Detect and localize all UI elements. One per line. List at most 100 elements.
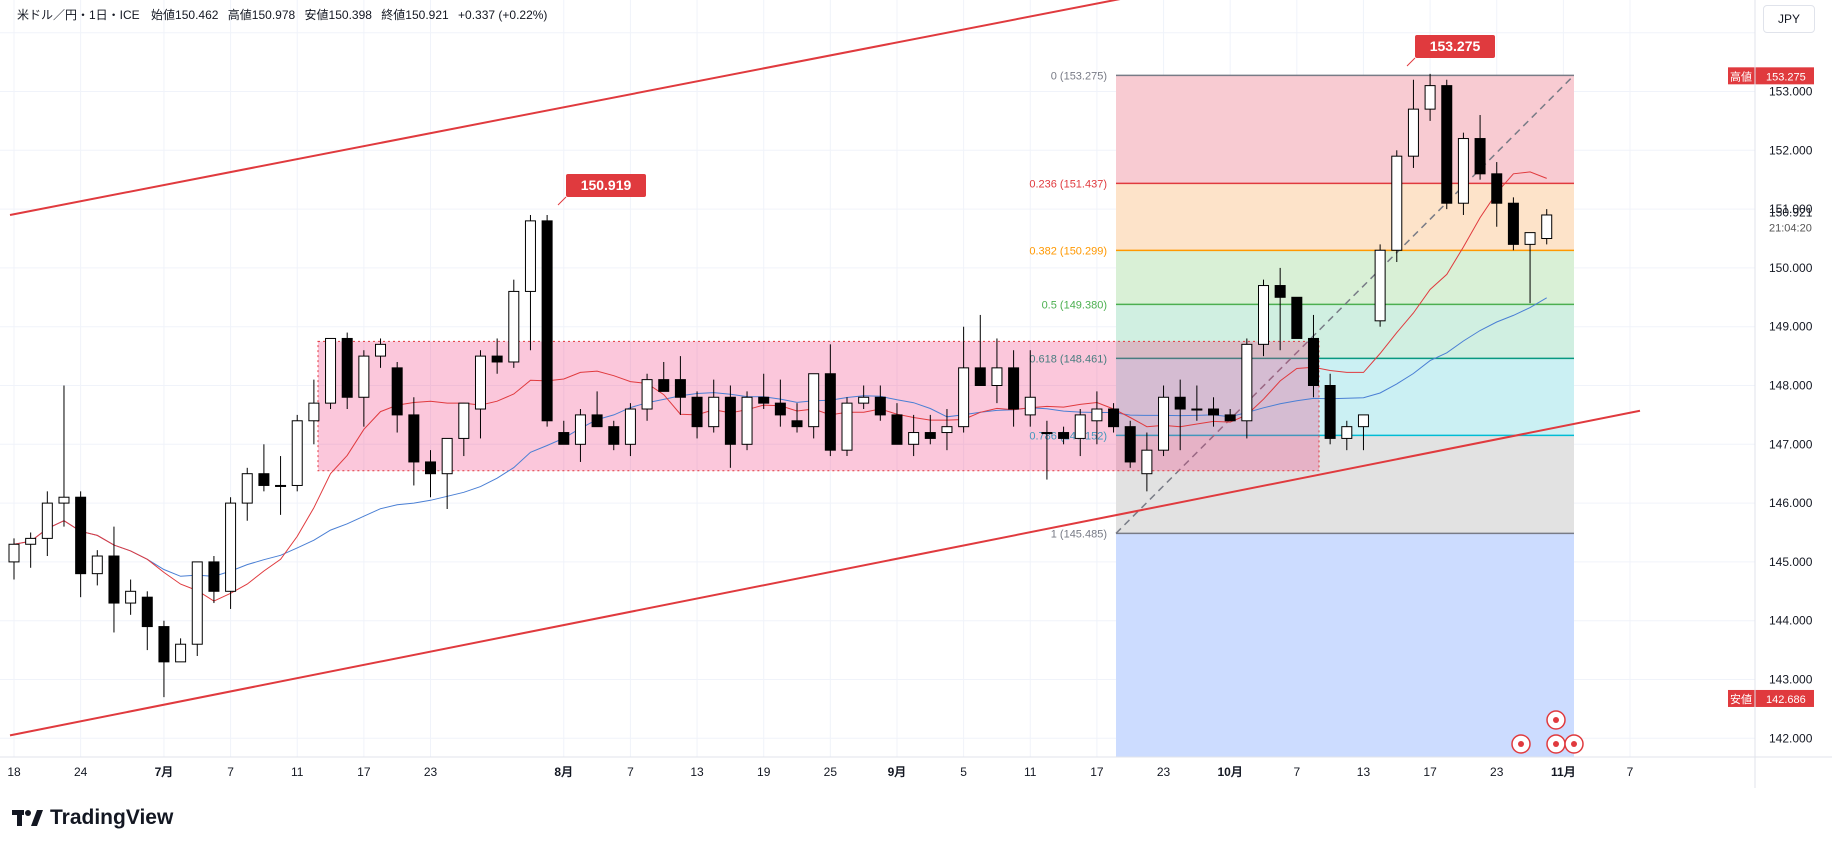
time-tick-label: 9月 [888,765,907,779]
candle-body [1357,414,1369,428]
candle-body [1008,367,1020,410]
price-tick-label: 149.000 [1769,320,1813,334]
time-axis: 18 24 7月 7 11 17 23 8月 7 13 19 25 9月 5 11 17 23 10月 7 13 17 2… [0,0,1832,788]
time-tick-label: 23 [1157,765,1171,779]
time-tick-label: 17 [1423,765,1437,779]
candle-body [724,396,736,445]
time-tick-label: 23 [424,765,438,779]
tradingview-logo[interactable]: TradingView [12,805,173,831]
candle-body [108,555,120,604]
callout-value: 153.275 [1430,38,1481,54]
time-tick-label: 7 [227,765,234,779]
channel-upper-line [9,0,1121,216]
fib-level-label: 0.618 (148.461) [1029,353,1107,365]
low-value: 150.398 [328,8,372,22]
price-tick-label: 152.000 [1769,143,1813,157]
candle-body [858,396,870,404]
fibonacci-retracement: 0 (153.275) 0.236 (151.437) 0.382 (150.299… [1029,70,1575,757]
time-tick-label: 7月 [155,765,174,779]
candle-body [791,420,803,428]
tradingview-icon [12,808,44,828]
price-tick-label: 144.000 [1769,614,1813,628]
candle-body [1474,138,1486,175]
event-dot-icon [1553,717,1559,723]
candle-body [1491,173,1503,204]
time-tick-label: 11月 [1551,765,1576,779]
candle-body [1291,296,1303,339]
fib-zone [1116,533,1574,757]
candle-body [191,561,203,645]
low-tag-value: 142.686 [1766,694,1806,706]
candle-body [41,502,53,539]
time-tick-label: 10月 [1218,765,1243,779]
time-tick-label: 7 [1293,765,1300,779]
candle-body [641,379,653,410]
time-tick-label: 17 [357,765,371,779]
open-label: 始値 [151,8,176,22]
symbol-info-bar: 米ドル／円・1日・ICE 始値150.462 高値150.978 安値150.3… [17,6,547,23]
event-dot-icon [1518,741,1524,747]
time-tick-label: 24 [74,765,88,779]
candle-body [1091,408,1103,422]
candle-body [275,484,287,487]
candle-body [75,496,87,575]
time-tick-label: 7 [627,765,634,779]
candle-body [1457,138,1469,204]
candle-body [1407,108,1419,157]
fib-level-label: 0.382 (150.299) [1029,245,1107,257]
candle-body [924,432,936,439]
candle-body [758,396,770,404]
price-axis-bg [1755,0,1832,790]
candle-body [1058,432,1070,439]
candle-body [958,367,970,428]
symbol-title[interactable]: 米ドル／円・1日・ICE [17,8,140,22]
low-price-tag [1728,689,1814,707]
candle-body [941,426,953,434]
callout-pointer [1406,57,1416,67]
candle-body [474,355,486,410]
candle-body [1441,85,1453,204]
time-tick-label: 7 [1627,765,1634,779]
brand-name: TradingView [50,806,174,829]
price-tick-label: 142.000 [1769,731,1813,745]
candle-body [691,396,703,428]
candle-body [358,355,370,398]
low-tag-label: 安値 [1730,692,1752,706]
candle-body [1274,285,1286,298]
callout-box [566,174,646,197]
time-tick-label: 18 [7,765,21,779]
candle-body [608,426,620,445]
price-tick-label: 143.000 [1769,673,1813,687]
candle-body [741,396,753,445]
candle-body [624,408,636,445]
candle-body [291,420,303,486]
candle-body [425,461,436,475]
fib-level-label: 0.236 (151.437) [1029,178,1107,190]
fib-level-label: 0.5 (149.380) [1042,299,1107,311]
candle-body [25,537,37,545]
high-value: 150.978 [251,8,296,22]
candle-body [1124,426,1136,463]
candle-body [8,543,20,563]
event-markers [1511,710,1584,754]
price-tick-label: 147.000 [1769,437,1813,451]
currency-button[interactable]: JPY [1763,5,1815,33]
candle-body [991,367,1003,386]
candle-body [391,367,403,416]
candle-body [308,402,320,422]
event-dot-icon [1553,741,1559,747]
candle-body [375,343,387,357]
callout-pointer [557,196,567,206]
candle-body [541,220,553,422]
price-axis: 153.000 152.000 151.000 150.000 149.000 148.0… [1728,0,1832,790]
bar-countdown-label: 21:04:20 [1769,223,1812,235]
candle-body [1507,202,1519,245]
candle-body [824,373,836,451]
candle-body [125,590,137,604]
candle-body [1208,408,1220,416]
candle-body [441,437,453,475]
candle-body [58,496,70,504]
close-label: 終値 [381,8,406,22]
channel-lower-line [9,409,1641,737]
